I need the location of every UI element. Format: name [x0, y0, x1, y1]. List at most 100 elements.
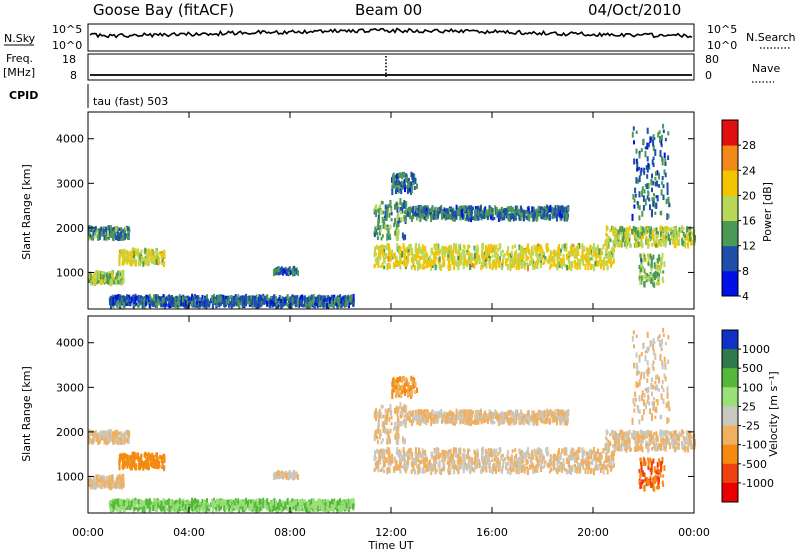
power-echo-cell	[386, 235, 389, 241]
velocity-echo-cell	[155, 500, 158, 507]
power-echo-cell	[192, 299, 195, 307]
power-echo-cell	[617, 229, 620, 235]
velocity-echo-cell	[230, 499, 233, 505]
power-echo-cell	[94, 226, 97, 232]
velocity-echo-cell	[243, 499, 246, 504]
power-echo-cell	[557, 252, 560, 259]
power-echo-cell	[653, 262, 656, 269]
power-echo-cell	[126, 294, 128, 301]
power-echo-cell	[647, 276, 650, 282]
velocity-echo-cell	[124, 501, 127, 508]
power-echo-cell	[119, 275, 122, 279]
power-echo-cell	[636, 237, 639, 243]
power-echo-cell	[416, 209, 418, 214]
power-echo-cell	[223, 295, 226, 300]
power-echo-cell	[580, 255, 583, 262]
power-echo-cell	[414, 265, 416, 271]
power-echo-cell	[671, 237, 674, 244]
power-echo-cell	[473, 253, 476, 259]
velocity-echo-cell	[217, 498, 220, 505]
power-echo-cell	[399, 198, 402, 205]
power-echo-cell	[374, 257, 377, 263]
power-echo-cell	[348, 301, 351, 306]
power-echo-cell	[145, 253, 148, 258]
power-echo-cell	[143, 301, 146, 309]
power-echo-cell	[527, 214, 530, 220]
velocity-echo-cell	[350, 498, 353, 504]
velocity-echo-cell	[339, 505, 341, 511]
power-echo-cell	[667, 155, 670, 160]
power-echo-cell	[397, 180, 400, 186]
power-echo-cell	[377, 214, 380, 219]
power-echo-cell	[468, 216, 471, 220]
velocity-echo-cell	[134, 464, 137, 471]
velocity-echo-cell	[177, 506, 180, 513]
power-echo-cell	[639, 278, 642, 285]
power-colorbar-segment	[722, 145, 738, 171]
power-echo-cell	[388, 248, 391, 254]
power-echo-cell	[289, 270, 292, 275]
velocity-echo-cell	[206, 502, 209, 506]
power-echo-cell	[635, 227, 637, 231]
power-echo-cell	[230, 295, 233, 301]
power-echo-cell	[157, 299, 160, 304]
power-echo-cell	[438, 256, 441, 262]
power-echo-cell	[408, 183, 411, 190]
power-echo-cell	[397, 224, 400, 228]
power-echo-cell	[484, 214, 487, 219]
power-echo-cell	[666, 182, 669, 189]
power-echo-cell	[440, 264, 442, 271]
power-echo-cell	[528, 260, 531, 266]
power-echo-cell	[103, 277, 106, 283]
power-echo-cell	[126, 251, 129, 258]
power-echo-cell	[411, 175, 414, 180]
power-echo-cell	[647, 255, 650, 262]
power-echo-cell	[127, 227, 129, 231]
power-echo-cell	[655, 195, 658, 199]
power-echo-cell	[498, 243, 501, 250]
power-echo-cell	[474, 247, 477, 254]
velocity-echo-cell	[289, 500, 292, 508]
power-echo-cell	[341, 301, 344, 307]
power-echo-cell	[394, 258, 397, 266]
power-echo-cell	[128, 250, 131, 255]
power-echo-cell	[395, 188, 398, 195]
power-echo-cell	[379, 245, 382, 249]
velocity-echo-cell	[248, 505, 251, 509]
power-echo-cell	[650, 234, 653, 240]
power-echo-cell	[674, 242, 677, 249]
power-echo-cell	[282, 268, 285, 274]
power-echo-cell	[588, 245, 591, 253]
power-echo-cell	[538, 250, 541, 257]
power-echo-cell	[449, 245, 452, 252]
power-echo-cell	[657, 239, 660, 244]
power-echo-cell	[654, 149, 657, 156]
power-echo-cell	[98, 274, 100, 279]
power-echo-cell	[562, 254, 565, 261]
power-echo-cell	[655, 243, 658, 248]
power-echo-cell	[117, 280, 120, 285]
velocity-echo-cell	[227, 503, 230, 507]
power-echo-cell	[163, 250, 166, 257]
power-echo-cell	[650, 226, 653, 231]
power-echo-cell	[122, 257, 124, 263]
power-echo-cell	[434, 264, 437, 271]
power-echo-cell	[382, 253, 385, 258]
power-echo-cell	[92, 230, 95, 236]
velocity-echo-cell	[259, 498, 262, 505]
power-echo-cell	[449, 213, 452, 220]
power-echo-cell	[454, 247, 457, 254]
velocity-echo-cell	[135, 465, 138, 470]
power-echo-cell	[205, 302, 208, 309]
power-echo-cell	[395, 174, 398, 179]
power-echo-cell	[547, 214, 550, 221]
power-echo-cell	[396, 184, 398, 191]
power-echo-cell	[462, 264, 465, 270]
power-echo-cell	[639, 253, 642, 258]
power-echo-cell	[604, 255, 607, 259]
velocity-echo-cell	[242, 500, 245, 507]
power-echo-cell	[658, 172, 660, 180]
power-echo-cell	[91, 278, 94, 282]
power-echo-cell	[112, 301, 115, 305]
